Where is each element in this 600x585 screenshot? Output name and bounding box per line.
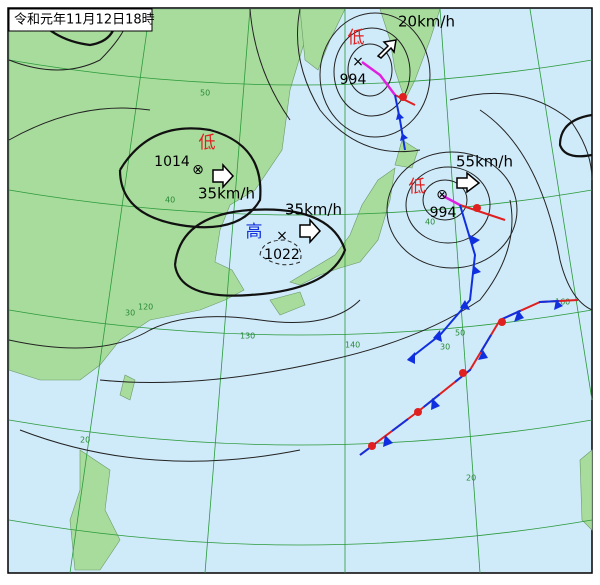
system-kind: 低 (348, 28, 365, 48)
grid-label: 40 (165, 196, 175, 205)
system-kind: 高 (246, 222, 263, 242)
svg-text:⊗: ⊗ (436, 187, 448, 203)
system-centers: × ⊗ × ⊗ (192, 54, 448, 244)
grid-label: 50 (200, 89, 210, 98)
grid-label: 30 (440, 343, 450, 352)
system-kind: 低 (409, 177, 426, 197)
system-speed: 35km/h (285, 201, 342, 219)
title-box (8, 8, 153, 32)
grid-label: 160 (555, 298, 570, 307)
grid-label: 130 (240, 332, 255, 341)
svg-text:×: × (276, 228, 288, 244)
speed-arrows (212, 39, 481, 244)
system-speed: 20km/h (398, 13, 455, 31)
svg-text:×: × (352, 54, 364, 70)
system-pressure: 1014 (154, 154, 190, 170)
grid-label: 120 (138, 303, 153, 312)
system-speed: 55km/h (456, 153, 513, 171)
grid-label: 50 (455, 329, 465, 338)
svg-text:⊗: ⊗ (192, 162, 204, 178)
grid-label: 140 (345, 341, 360, 350)
grid-label: 20 (466, 474, 476, 483)
system-pressure: 994 (430, 205, 457, 221)
system-pressure: 1022 (264, 247, 300, 263)
system-pressure: 994 (340, 72, 367, 88)
system-kind: 低 (199, 133, 216, 153)
grid-label: 40 (425, 218, 435, 227)
graticule (8, 8, 593, 574)
system-speed: 35km/h (198, 185, 255, 203)
fronts (359, 60, 579, 456)
grid-label: 30 (125, 309, 135, 318)
map-title: 令和元年11月12日18時 (14, 13, 155, 28)
grid-label: 20 (80, 436, 90, 445)
land (8, 8, 593, 571)
grid-labels: 50 40 30 20 140 130 120 160 20 30 40 50 (80, 89, 570, 483)
